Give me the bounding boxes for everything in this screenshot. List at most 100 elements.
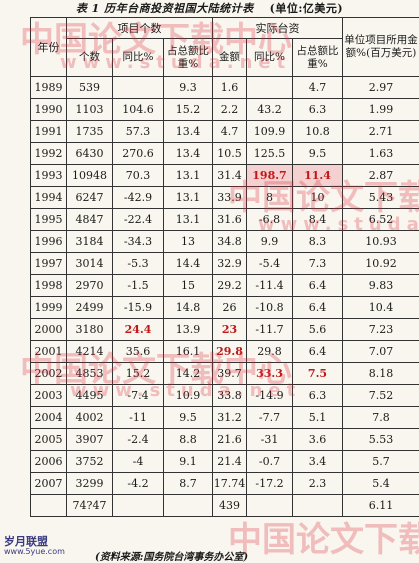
cell-yoy: -42.9 [113,187,164,209]
cell-yoy: -4.2 [113,473,164,495]
cell-yoy2: -11.4 [247,275,293,297]
cell-share2: 6.4 [293,341,343,363]
cell-share: 13 [164,231,213,253]
cell-share2: 3.6 [293,429,343,451]
cell-year: 2004 [31,407,67,429]
cell-count: 2970 [67,275,113,297]
cell-yoy2: 43.2 [247,99,293,121]
brand-url: www.5yue.com [4,547,78,556]
cell-yoy2: 109.9 [247,121,293,143]
cell-share [164,495,213,517]
cell-amount: 439 [213,495,247,517]
cell-avg: 2.71 [343,121,419,143]
header-project-group: 项目个数 [67,18,213,39]
cell-amount: 33.9 [213,187,247,209]
cell-yoy2: 125.5 [247,143,293,165]
investment-table: 年份 项目个数 实际台资 单位项目所用金额%(百万美元) 个数 同比% 占总额比… [30,17,419,517]
cell-yoy: -1.5 [113,275,164,297]
cell-yoy2: -17.2 [247,473,293,495]
cell-amount: 17.74 [213,473,247,495]
cell-count: 3180 [67,319,113,341]
cell-share: 15 [164,275,213,297]
cell-yoy: -34.3 [113,231,164,253]
cell-avg: 7.8 [343,407,419,429]
cell-yoy [113,77,164,99]
cell-yoy2 [247,77,293,99]
cell-yoy2: 29.8 [247,341,293,363]
cell-count: 10948 [67,165,113,187]
cell-yoy2: 8 [247,187,293,209]
cell-yoy [113,495,164,517]
cell-share2: 11.4 [293,165,343,187]
cell-year: 1998 [31,275,67,297]
cell-amount: 23 [213,319,247,341]
cell-amount: 29.2 [213,275,247,297]
header-actual-group: 实际台资 [213,18,343,39]
cell-yoy: -4 [113,451,164,473]
cell-avg: 1.63 [343,143,419,165]
cell-share2: 6.3 [293,99,343,121]
cell-share2: 9.5 [293,143,343,165]
cell-share2: 7.3 [293,253,343,275]
cell-year: 2005 [31,429,67,451]
cell-avg: 5.7 [343,451,419,473]
cell-share: 13.4 [164,121,213,143]
cell-yoy: 270.6 [113,143,164,165]
cell-yoy: 70.3 [113,165,164,187]
cell-share2: 6.4 [293,297,343,319]
watermark-url: www.studa.net [258,214,419,235]
cell-count: 3907 [67,429,113,451]
table-title: 表 1 历年台商投资祖国大陆统计表 (单位:亿美元) [0,0,419,17]
cell-count: 6430 [67,143,113,165]
cell-share: 9.3 [164,77,213,99]
cell-yoy2: 198.7 [247,165,293,187]
cell-share2: 3.4 [293,451,343,473]
cell-yoy: 57.3 [113,121,164,143]
cell-year: 1993 [31,165,67,187]
cell-share: 14.8 [164,297,213,319]
table-unit: (单位:亿美元) [270,2,343,15]
cell-year: 1992 [31,143,67,165]
cell-avg: 9.83 [343,275,419,297]
watermark-text: 中国论文下载中心 [228,512,419,561]
cell-year: 1996 [31,231,67,253]
cell-year: 1990 [31,99,67,121]
cell-yoy: 104.6 [113,99,164,121]
cell-amount: 26 [213,297,247,319]
cell-year: 2001 [31,341,67,363]
cell-share: 15.2 [164,99,213,121]
cell-count: 4847 [67,209,113,231]
table-caption: 表 1 历年台商投资祖国大陆统计表 [76,2,254,15]
cell-share: 13.1 [164,165,213,187]
cell-amount: 32.9 [213,253,247,275]
cell-count: 3299 [67,473,113,495]
cell-amount: 2.2 [213,99,247,121]
cell-count: 6247 [67,187,113,209]
cell-year: 1991 [31,121,67,143]
cell-count: 3752 [67,451,113,473]
cell-yoy2: -31 [247,429,293,451]
cell-count: 4214 [67,341,113,363]
cell-avg: 7.52 [343,385,419,407]
cell-share: 13.1 [164,209,213,231]
cell-amount: 21.6 [213,429,247,451]
cell-yoy2: -0.7 [247,451,293,473]
cell-avg: 8.18 [343,363,419,385]
cell-share: 9.5 [164,407,213,429]
cell-year: 2006 [31,451,67,473]
cell-share2 [293,495,343,517]
cell-avg: 10.4 [343,297,419,319]
cell-year: 1995 [31,209,67,231]
cell-share2: 5.1 [293,407,343,429]
cell-amount: 34.8 [213,231,247,253]
brand-logo: 岁月联盟 www.5yue.com [4,536,78,558]
